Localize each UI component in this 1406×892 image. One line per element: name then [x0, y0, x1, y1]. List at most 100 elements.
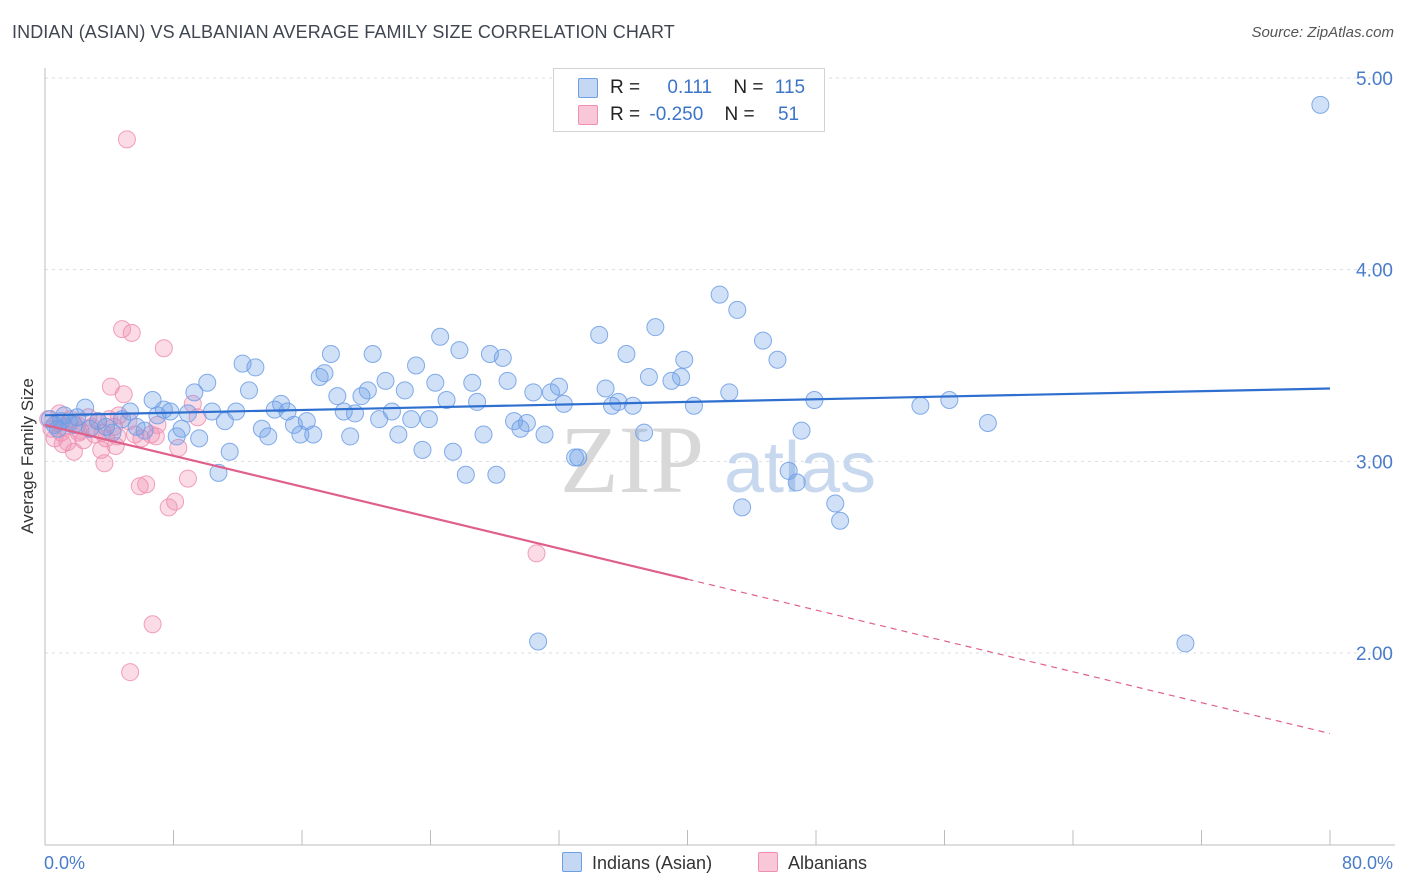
data-point — [321, 345, 340, 363]
data-point — [524, 383, 543, 402]
data-point — [493, 348, 512, 367]
legend-label-albanians: Albanians — [788, 853, 868, 873]
data-point — [114, 385, 133, 404]
data-point — [137, 475, 156, 494]
legend-r-value: -0.250 — [649, 104, 704, 125]
data-point — [135, 421, 154, 440]
data-point — [143, 615, 162, 634]
data-point — [76, 398, 95, 417]
legend-n-value: 115 — [774, 77, 806, 98]
data-point — [431, 327, 450, 346]
data-point — [426, 373, 445, 392]
data-point — [468, 392, 487, 411]
data-point — [95, 454, 114, 473]
axes — [44, 68, 1395, 846]
data-point — [675, 350, 694, 369]
data-point — [911, 396, 930, 415]
data-point — [389, 425, 408, 444]
chart-title: INDIAN (ASIAN) VS ALBANIAN AVERAGE FAMIL… — [12, 22, 675, 42]
data-point — [178, 469, 197, 488]
watermark-atlas: atlas — [724, 428, 876, 508]
trend-lines — [44, 387, 1331, 735]
data-point — [358, 381, 377, 400]
data-point — [121, 663, 140, 682]
trend-line-albanians-extrapolated — [687, 578, 1331, 735]
data-point — [53, 435, 72, 454]
data-point — [252, 419, 271, 438]
data-point — [1311, 95, 1330, 114]
data-point — [443, 442, 462, 461]
legend-label-indians: Indians (Asian) — [592, 853, 713, 873]
data-point — [437, 391, 456, 409]
data-point — [220, 442, 239, 461]
data-point — [487, 465, 506, 484]
data-point — [590, 325, 609, 344]
data-point — [662, 371, 681, 390]
data-point — [1176, 634, 1195, 653]
data-point — [450, 341, 469, 360]
legend-n-value: 51 — [777, 104, 800, 125]
data-point — [113, 320, 132, 339]
data-point — [609, 392, 628, 411]
data-point — [596, 379, 615, 398]
legend-swatch-blue — [578, 78, 598, 98]
legend-item-albanians: Albanians — [758, 852, 867, 874]
data-point — [768, 350, 787, 369]
data-point — [498, 371, 517, 390]
legend-r-label: R = — [610, 77, 641, 98]
data-point — [122, 323, 141, 342]
data-point — [341, 427, 360, 446]
legend-swatch-pink — [758, 852, 778, 872]
watermark-zip: ZIP — [560, 406, 704, 513]
data-point — [407, 356, 426, 375]
data-point — [402, 410, 421, 429]
data-point — [419, 410, 438, 429]
data-point — [940, 391, 959, 409]
data-point — [246, 358, 265, 377]
legend-r-label: R = — [610, 104, 641, 125]
data-point — [792, 421, 811, 440]
data-point — [259, 427, 278, 446]
x-tick-label-max: 80.0% — [1341, 853, 1393, 873]
y-tick-label: 5.00 — [1356, 69, 1393, 90]
data-point — [978, 414, 997, 432]
data-point — [826, 494, 845, 513]
data-point — [363, 345, 382, 363]
data-point — [550, 377, 568, 396]
data-point — [639, 368, 658, 386]
data-point — [413, 440, 432, 459]
data-point — [684, 396, 703, 415]
trend-line-indians — [44, 387, 1331, 417]
legend-r-value: 0.111 — [667, 77, 713, 98]
data-point — [672, 368, 691, 386]
data-point — [328, 387, 347, 406]
source-label: Source: ZipAtlas.com — [1251, 24, 1394, 41]
data-point — [154, 339, 173, 358]
data-point — [272, 394, 291, 413]
data-point — [529, 632, 548, 651]
data-point — [831, 511, 850, 530]
data-point — [535, 425, 554, 444]
stats-legend: R = 0.111 N = 115 R = -0.250 N = 51 — [553, 68, 825, 132]
y-tick-label: 3.00 — [1356, 452, 1393, 473]
data-point — [569, 448, 588, 467]
data-point — [733, 498, 752, 517]
data-point — [517, 414, 536, 432]
data-point — [376, 371, 395, 390]
legend-n-label: N = — [733, 77, 764, 98]
data-point — [172, 419, 191, 438]
legend-n-label: N = — [724, 104, 755, 125]
data-point — [720, 383, 739, 402]
data-point — [527, 544, 546, 563]
data-point — [710, 285, 729, 304]
data-point — [146, 427, 165, 446]
data-point — [334, 402, 353, 421]
data-point — [315, 364, 334, 383]
data-point — [623, 396, 642, 415]
data-point — [166, 492, 185, 511]
data-point — [635, 423, 654, 442]
data-point — [130, 477, 149, 496]
data-point — [117, 130, 136, 149]
data-point — [474, 425, 493, 444]
